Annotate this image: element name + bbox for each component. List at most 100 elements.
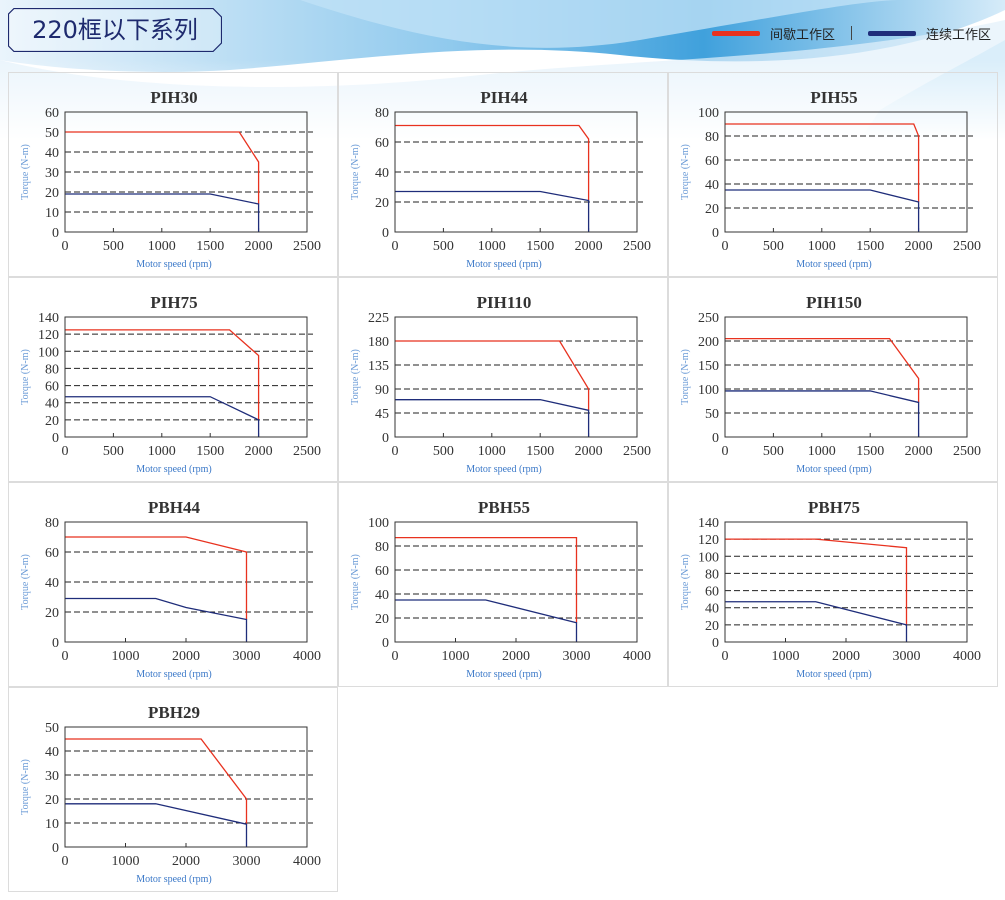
- y-tick-label: 20: [375, 612, 389, 627]
- chart-svg: PIH30 0 10 20 30 40 50 60 0 500 1000 1500 2000 2500 Mo…: [20, 88, 321, 270]
- x-tick-label: 2500: [623, 239, 651, 254]
- plot-frame: [64, 726, 308, 848]
- y-tick-label: 0: [52, 431, 59, 446]
- x-tick-label: 0: [62, 854, 69, 869]
- x-tick-label: 1000: [808, 444, 836, 459]
- y-tick-label: 20: [705, 202, 719, 217]
- y-tick-label: 80: [375, 106, 389, 121]
- x-tick-label: 500: [103, 444, 124, 459]
- x-axis-label: Motor speed (rpm): [136, 259, 212, 270]
- y-tick-label: 0: [52, 636, 59, 651]
- y-tick-label: 60: [705, 585, 719, 600]
- y-tick-label: 150: [698, 359, 719, 374]
- plot-frame: [394, 111, 638, 233]
- x-tick-label: 2500: [953, 239, 981, 254]
- plot-frame: [64, 316, 308, 438]
- legend-swatch-intermittent: [712, 30, 760, 36]
- x-tick-label: 2500: [953, 444, 981, 459]
- legend-swatch-continuous: [868, 30, 917, 36]
- chart-svg: PIH110 0 45 90 135 180 225 0 500 1000 1500 2000 2500…: [350, 293, 651, 475]
- chart-svg: PIH44 0 20 40 60 80 0 500 1000 1500 2000 2500 Motor …: [350, 88, 651, 270]
- chart-title: PIH44: [480, 88, 528, 107]
- x-tick-label: 1500: [856, 444, 884, 459]
- chart-svg: PBH44 0 20 40 60 80 0 1000 2000 3000 4000 Motor spe…: [20, 498, 321, 680]
- y-tick-label: 40: [45, 745, 59, 760]
- x-tick-label: 2000: [575, 239, 603, 254]
- legend-label-continuous: 连续工作区: [926, 27, 992, 43]
- y-tick-label: 0: [52, 226, 59, 241]
- y-tick-label: 80: [705, 567, 719, 582]
- x-tick-label: 2500: [293, 239, 321, 254]
- x-tick-label: 1500: [526, 444, 554, 459]
- y-tick-label: 80: [45, 362, 59, 377]
- x-tick-label: 2000: [245, 239, 273, 254]
- chart-panel-pih110: PIH110 0 45 90 135 180 225 0 500 1000 1500 2000 2500…: [338, 277, 668, 482]
- y-tick-label: 20: [45, 793, 59, 808]
- badge-frame: [8, 8, 222, 52]
- x-tick-label: 1000: [478, 444, 506, 459]
- chart-panel-pbh44: PBH44 0 20 40 60 80 0 1000 2000 3000 4000 Motor spe…: [8, 482, 338, 687]
- chart-title: PBH75: [808, 498, 860, 517]
- x-axis-label: Motor speed (rpm): [136, 874, 212, 885]
- legend-separator: [851, 26, 853, 40]
- y-tick-label: 100: [38, 345, 59, 360]
- y-tick-label: 40: [45, 576, 59, 591]
- y-tick-label: 0: [52, 841, 59, 856]
- y-tick-label: 50: [705, 407, 719, 422]
- plot-frame: [394, 521, 638, 643]
- continuous-zone-line: [395, 190, 590, 232]
- intermittent-zone-line: [725, 123, 920, 202]
- chart-panel-pbh75: PBH75 0 20 40 60 80 100 120 140 0 1000 2000 3000 4000…: [668, 482, 998, 687]
- x-tick-label: 500: [763, 444, 784, 459]
- continuous-zone-line: [65, 597, 248, 642]
- x-tick-label: 4000: [623, 649, 651, 664]
- intermittent-zone-line: [65, 738, 248, 825]
- y-tick-label: 60: [45, 380, 59, 395]
- y-tick-label: 30: [45, 166, 59, 181]
- x-tick-label: 4000: [953, 649, 981, 664]
- x-tick-label: 1000: [772, 649, 800, 664]
- y-tick-label: 100: [368, 516, 389, 531]
- x-axis-label: Motor speed (rpm): [466, 669, 542, 680]
- x-tick-label: 1000: [442, 649, 470, 664]
- continuous-zone-line: [65, 193, 260, 232]
- x-tick-label: 1000: [148, 444, 176, 459]
- x-tick-label: 1500: [196, 239, 224, 254]
- chart-panel-pih55: PIH55 0 20 40 60 80 100 0 500 1000 1500 2000 2500 Mot…: [668, 72, 998, 277]
- plot-frame: [724, 111, 968, 233]
- x-tick-label: 4000: [293, 649, 321, 664]
- x-axis-label: Motor speed (rpm): [466, 259, 542, 270]
- legend-label-intermittent: 间歇工作区: [770, 27, 836, 43]
- y-tick-label: 225: [368, 311, 389, 326]
- y-axis-label: Torque (N-m): [350, 554, 361, 610]
- intermittent-zone-line: [65, 329, 260, 420]
- y-tick-label: 20: [45, 414, 59, 429]
- x-tick-label: 500: [103, 239, 124, 254]
- plot-frame: [394, 316, 638, 438]
- plot-frame: [64, 111, 308, 233]
- y-tick-label: 180: [368, 335, 389, 350]
- x-tick-label: 3000: [233, 854, 261, 869]
- x-tick-label: 0: [62, 444, 69, 459]
- chart-title: PBH55: [478, 498, 530, 517]
- y-tick-label: 250: [698, 311, 719, 326]
- y-tick-label: 20: [375, 196, 389, 211]
- y-tick-label: 0: [382, 226, 389, 241]
- continuous-zone-line: [65, 396, 260, 437]
- y-tick-label: 0: [382, 636, 389, 651]
- x-tick-label: 2500: [623, 444, 651, 459]
- x-tick-label: 2000: [245, 444, 273, 459]
- x-axis-label: Motor speed (rpm): [796, 259, 872, 270]
- y-tick-label: 90: [375, 383, 389, 398]
- y-tick-label: 50: [45, 126, 59, 141]
- x-tick-label: 500: [763, 239, 784, 254]
- y-axis-label: Torque (N-m): [20, 759, 31, 815]
- plot-frame: [64, 521, 308, 643]
- y-tick-label: 135: [368, 359, 389, 374]
- y-tick-label: 30: [45, 769, 59, 784]
- intermittent-zone-line: [395, 340, 590, 411]
- y-tick-label: 60: [705, 154, 719, 169]
